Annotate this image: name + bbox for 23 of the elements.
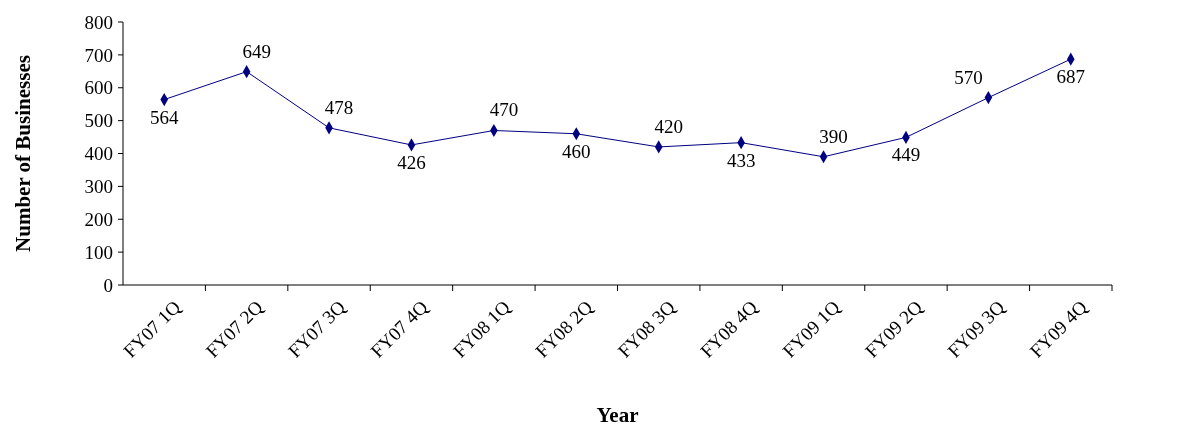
- y-tick-label: 600: [84, 77, 113, 99]
- y-tick-label: 0: [103, 274, 113, 296]
- data-label: 449: [891, 144, 921, 166]
- y-tick-label: 400: [84, 143, 113, 165]
- y-axis-title: Number of Businesses: [11, 55, 35, 252]
- data-label: 649: [242, 40, 271, 62]
- data-label: 390: [819, 125, 848, 147]
- data-label: 433: [726, 149, 756, 171]
- y-tick-label: 700: [84, 44, 113, 66]
- y-tick-label: 500: [84, 110, 113, 132]
- data-label: 564: [149, 106, 179, 128]
- y-tick-label: 200: [84, 208, 113, 230]
- x-axis-title: Year: [596, 403, 639, 427]
- data-label: 460: [562, 140, 591, 162]
- data-label: 687: [1056, 66, 1086, 88]
- y-tick-label: 100: [84, 241, 113, 263]
- data-label: 470: [489, 99, 519, 121]
- data-label: 420: [654, 115, 683, 137]
- data-label: 478: [324, 96, 354, 118]
- data-label: 426: [397, 151, 426, 173]
- y-tick-label: 800: [84, 11, 113, 33]
- y-tick-label: 300: [84, 176, 113, 198]
- data-label: 570: [954, 66, 983, 88]
